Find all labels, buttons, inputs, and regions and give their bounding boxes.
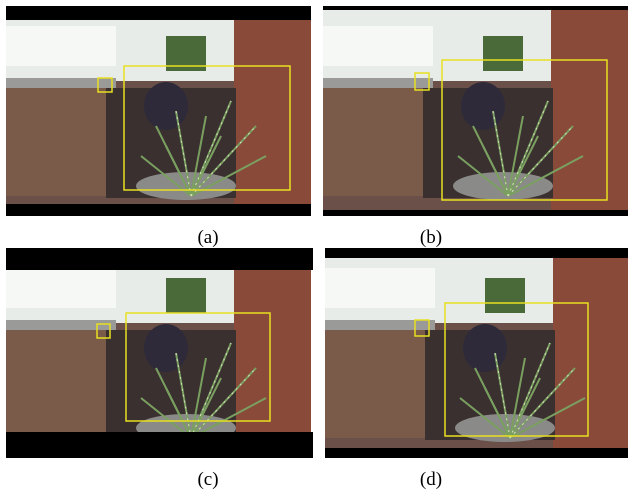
caption: (d) [420,469,442,490]
panel-d [324,247,628,459]
panel-a [5,5,312,217]
caption: (c) [197,469,218,490]
caption: (b) [420,227,442,248]
caption: (a) [197,227,218,248]
panel-b [322,5,628,217]
panel-c [5,247,313,459]
